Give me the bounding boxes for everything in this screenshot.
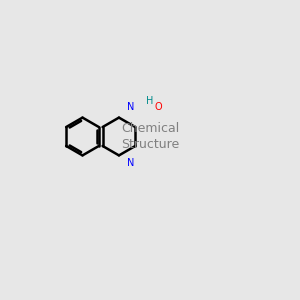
Text: Chemical
Structure: Chemical Structure: [121, 122, 179, 151]
Text: N: N: [128, 102, 135, 112]
Text: N: N: [128, 158, 135, 169]
Text: O: O: [154, 102, 162, 112]
Text: H: H: [146, 96, 154, 106]
